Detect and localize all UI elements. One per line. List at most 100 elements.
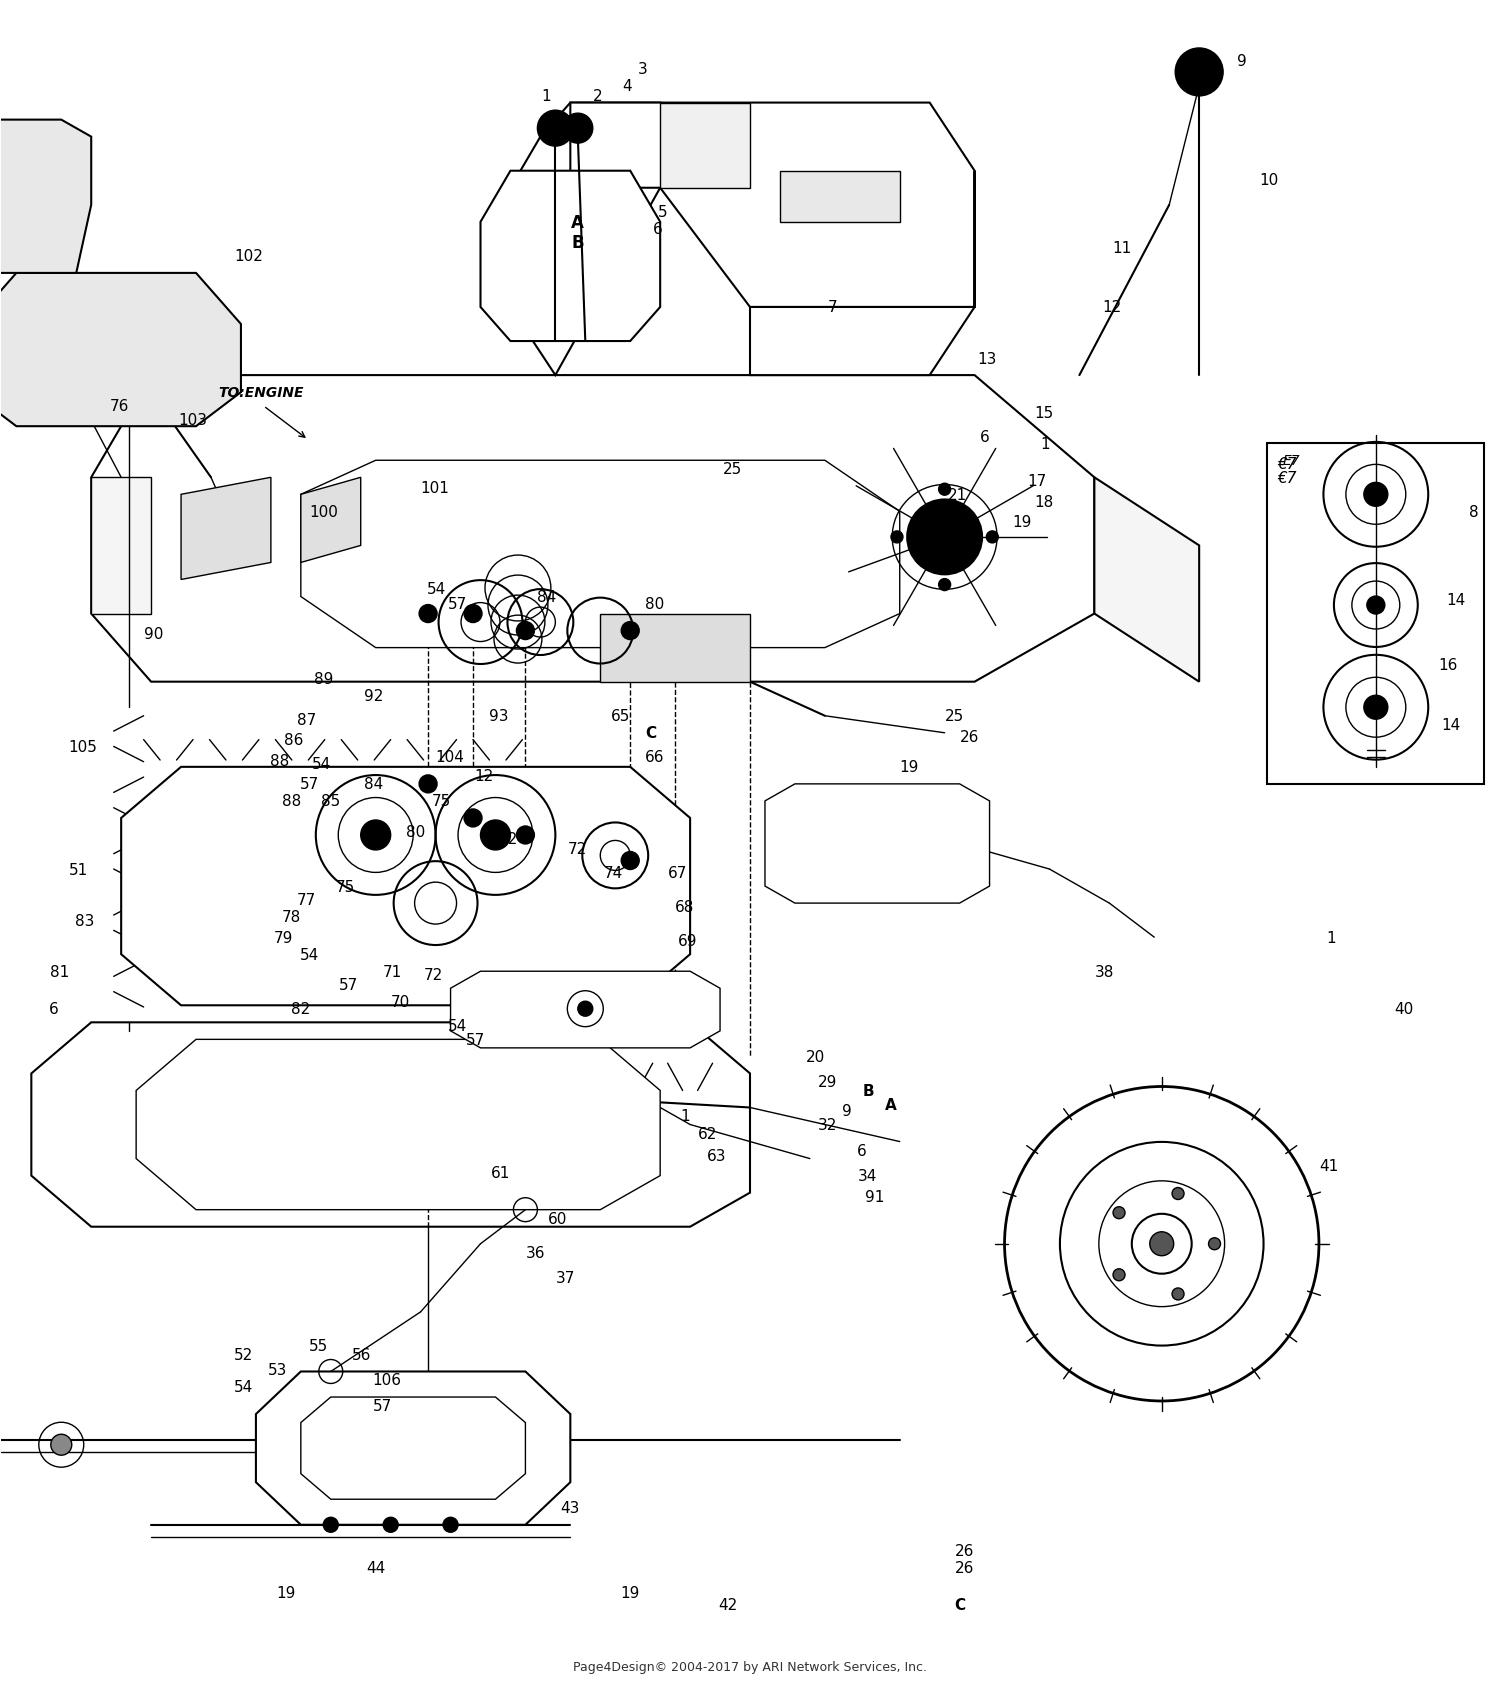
Circle shape [464, 605, 482, 622]
Text: 19: 19 [621, 1586, 640, 1601]
Text: 57: 57 [448, 597, 466, 612]
Text: 91: 91 [865, 1188, 885, 1204]
Text: 54: 54 [427, 581, 445, 597]
Text: E7: E7 [1282, 454, 1300, 467]
Text: 4: 4 [622, 78, 633, 94]
Text: 12: 12 [474, 769, 494, 783]
Polygon shape [302, 477, 360, 563]
Circle shape [1174, 49, 1222, 97]
Text: 101: 101 [420, 481, 450, 496]
Circle shape [939, 484, 951, 496]
Text: 6: 6 [856, 1142, 867, 1158]
Text: A: A [885, 1096, 897, 1112]
Text: 14: 14 [1442, 718, 1461, 733]
Text: 71: 71 [382, 963, 402, 979]
Text: 8: 8 [1468, 505, 1479, 520]
Circle shape [621, 622, 639, 639]
Text: 81: 81 [50, 963, 69, 979]
Text: 88: 88 [270, 754, 290, 767]
Circle shape [442, 1517, 458, 1533]
Text: €7: €7 [1276, 457, 1296, 472]
Text: 19: 19 [1013, 515, 1032, 530]
Text: 82: 82 [291, 1001, 310, 1016]
Text: 75: 75 [336, 880, 354, 893]
Circle shape [891, 532, 903, 544]
Text: 54: 54 [312, 757, 332, 771]
Text: 76: 76 [110, 399, 129, 414]
Text: 104: 104 [435, 750, 465, 764]
Text: 92: 92 [364, 689, 382, 704]
Text: B: B [572, 234, 584, 252]
Text: 21: 21 [948, 488, 968, 503]
Polygon shape [750, 172, 975, 375]
Circle shape [562, 114, 592, 143]
Text: C: C [645, 726, 657, 742]
Text: 19: 19 [276, 1586, 296, 1601]
Polygon shape [92, 375, 1095, 682]
Text: 41: 41 [1318, 1158, 1338, 1173]
Text: 9: 9 [1236, 53, 1246, 68]
Text: 79: 79 [274, 931, 294, 945]
Text: 44: 44 [366, 1560, 386, 1575]
Text: 106: 106 [372, 1373, 402, 1388]
Text: 61: 61 [490, 1165, 510, 1180]
Circle shape [1172, 1289, 1184, 1301]
Text: 67: 67 [668, 866, 687, 880]
Text: 54: 54 [300, 948, 320, 962]
Text: 40: 40 [1394, 1001, 1413, 1016]
Text: 93: 93 [489, 709, 508, 725]
Text: 72: 72 [424, 967, 442, 982]
Circle shape [621, 852, 639, 870]
Circle shape [324, 1517, 339, 1533]
Text: 57: 57 [339, 977, 357, 992]
Text: 88: 88 [282, 795, 302, 808]
Circle shape [1150, 1233, 1173, 1257]
Text: 105: 105 [69, 740, 98, 754]
Polygon shape [1095, 477, 1198, 682]
Text: 37: 37 [555, 1270, 574, 1286]
Polygon shape [182, 477, 272, 580]
Text: 2: 2 [592, 89, 603, 104]
Polygon shape [570, 104, 975, 309]
Circle shape [516, 622, 534, 639]
Text: 29: 29 [818, 1074, 837, 1089]
Polygon shape [0, 275, 242, 426]
Bar [1266, 443, 1484, 784]
Text: 5: 5 [658, 205, 668, 220]
Text: 16: 16 [1438, 658, 1458, 673]
Text: 20: 20 [933, 512, 952, 527]
Text: 25: 25 [945, 709, 964, 725]
Text: 72: 72 [567, 842, 586, 856]
Polygon shape [256, 1373, 570, 1524]
Text: Page4Design© 2004-2017 by ARI Network Services, Inc.: Page4Design© 2004-2017 by ARI Network Se… [573, 1659, 927, 1673]
Text: 25: 25 [723, 462, 742, 477]
Circle shape [382, 1517, 398, 1533]
Text: 10: 10 [1258, 172, 1278, 188]
Text: B: B [862, 1083, 874, 1098]
Text: 70: 70 [390, 994, 410, 1009]
Circle shape [516, 827, 534, 844]
Text: €7: €7 [1276, 471, 1296, 486]
Text: 54: 54 [234, 1379, 254, 1395]
Circle shape [1364, 483, 1388, 506]
Text: 6: 6 [652, 222, 663, 237]
Text: 66: 66 [645, 750, 664, 764]
Text: 86: 86 [285, 733, 304, 748]
Polygon shape [32, 1023, 750, 1228]
Text: 57: 57 [465, 1032, 484, 1047]
Text: 103: 103 [178, 413, 207, 428]
Text: 55: 55 [309, 1338, 328, 1354]
Circle shape [987, 532, 999, 544]
Text: 75: 75 [432, 795, 450, 808]
Text: TO:ENGINE: TO:ENGINE [219, 385, 304, 401]
Text: 102: 102 [234, 249, 264, 264]
Text: 34: 34 [858, 1168, 877, 1183]
Text: 56: 56 [351, 1347, 370, 1362]
Text: 43: 43 [561, 1500, 580, 1516]
Text: 57: 57 [372, 1398, 392, 1413]
Circle shape [908, 500, 983, 575]
Circle shape [578, 1001, 592, 1016]
Circle shape [1172, 1188, 1184, 1200]
Polygon shape [122, 767, 690, 1006]
Text: 1: 1 [681, 1108, 690, 1124]
